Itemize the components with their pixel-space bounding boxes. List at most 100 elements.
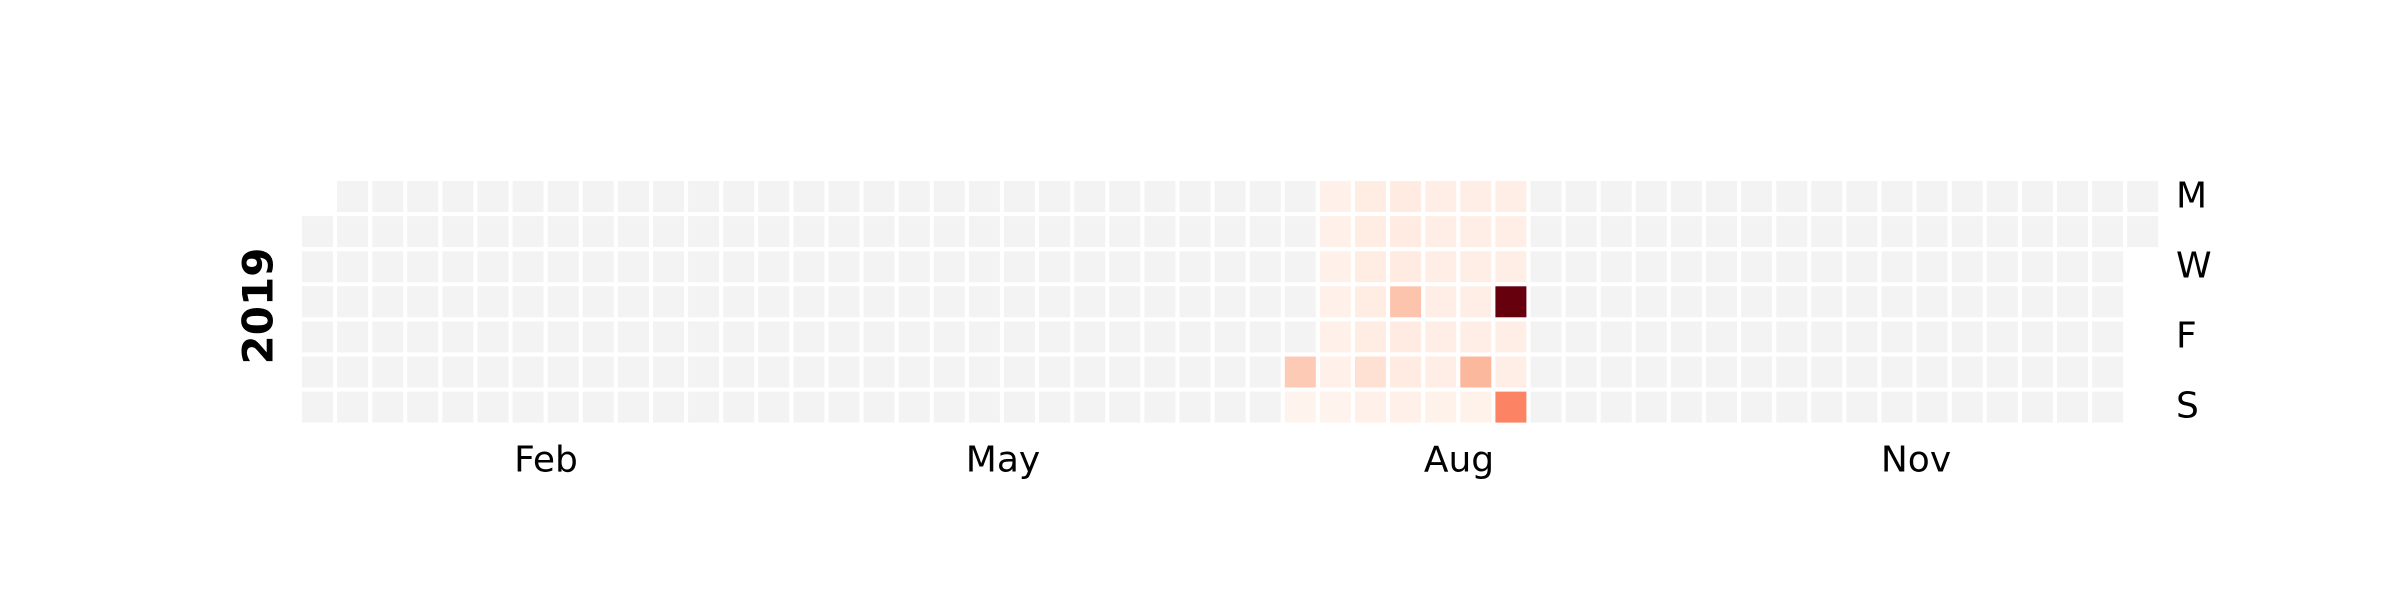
day-cell-2019-01-24 <box>407 286 439 318</box>
day-cell-2019-11-29 <box>1951 321 1983 353</box>
day-cell-2019-05-27 <box>1039 181 1071 212</box>
day-cell-2019-12-04 <box>1986 251 2018 283</box>
day-cell-2019-06-22 <box>1144 356 1176 388</box>
day-cell-2019-08-04 <box>1355 391 1386 423</box>
day-cell-2019-08-26 <box>1495 181 1527 212</box>
day-cell-2019-05-13 <box>968 181 1000 212</box>
day-cell-2019-03-15 <box>653 321 684 353</box>
day-cell-2019-10-07 <box>1706 181 1737 212</box>
day-cell-2019-07-09 <box>1249 216 1281 248</box>
day-cell-2019-09-09 <box>1565 181 1597 212</box>
day-cell-2019-12-11 <box>2021 251 2053 283</box>
day-cell-2019-08-05 <box>1390 181 1422 212</box>
day-cell-2019-10-29 <box>1811 216 1843 248</box>
day-cell-2019-09-21 <box>1600 356 1632 388</box>
day-cell-2019-08-25 <box>1460 391 1492 423</box>
day-cell-2019-01-30 <box>442 251 474 283</box>
day-cell-2019-04-25 <box>863 286 895 318</box>
day-cell-2019-10-30 <box>1811 251 1843 283</box>
day-cell-2019-06-25 <box>1179 216 1211 248</box>
day-cell-2019-05-04 <box>898 356 930 388</box>
day-cell-2019-05-31 <box>1039 321 1071 353</box>
day-cell-2019-08-11 <box>1390 391 1422 423</box>
day-cell-2019-08-02 <box>1355 321 1386 353</box>
day-cell-2019-04-04 <box>758 286 790 318</box>
day-cell-2019-04-09 <box>793 216 825 248</box>
day-cell-2019-11-10 <box>1846 391 1878 423</box>
day-cell-2019-07-06 <box>1214 356 1246 388</box>
day-cell-2019-11-22 <box>1916 321 1948 353</box>
day-cell-2019-07-26 <box>1319 321 1351 353</box>
day-cell-2019-11-30 <box>1951 356 1983 388</box>
day-cell-2019-09-19 <box>1600 286 1632 318</box>
day-cell-2019-01-10 <box>337 286 369 318</box>
day-cell-2019-07-12 <box>1249 321 1281 353</box>
day-cell-2019-10-28 <box>1811 181 1843 212</box>
day-cell-2019-02-08 <box>477 321 509 353</box>
weekday-label-wed: W <box>2176 246 2212 287</box>
day-cell-2019-07-01 <box>1214 181 1246 212</box>
day-cell-2019-10-13 <box>1706 391 1737 423</box>
day-cell-2019-12-19 <box>2057 286 2088 318</box>
day-cell-2019-10-09 <box>1706 251 1737 283</box>
day-cell-2019-07-18 <box>1284 286 1316 318</box>
day-cell-2019-07-19 <box>1284 321 1316 353</box>
day-cell-2019-10-14 <box>1741 181 1773 212</box>
day-cell-2019-10-23 <box>1776 251 1808 283</box>
day-cell-2019-08-28 <box>1495 251 1527 283</box>
day-cell-2019-08-16 <box>1425 321 1457 353</box>
day-cell-2019-07-25 <box>1319 286 1351 318</box>
day-cell-2019-07-24 <box>1319 251 1351 283</box>
day-cell-2019-09-23 <box>1635 181 1667 212</box>
day-cell-2019-04-02 <box>758 216 790 248</box>
day-cell-2019-05-26 <box>1004 391 1035 423</box>
day-cell-2019-03-07 <box>617 286 649 318</box>
day-cell-2019-06-27 <box>1179 286 1211 318</box>
day-cell-2019-04-13 <box>793 356 825 388</box>
day-cell-2019-09-03 <box>1530 216 1562 248</box>
day-cell-2019-02-13 <box>512 251 544 283</box>
day-cell-2019-06-11 <box>1109 216 1141 248</box>
day-cell-2019-01-05 <box>302 356 333 388</box>
day-cell-2019-11-11 <box>1881 181 1913 212</box>
day-cell-2019-11-14 <box>1881 286 1913 318</box>
day-cell-2019-01-01 <box>302 216 333 248</box>
day-cell-2019-03-22 <box>688 321 720 353</box>
day-cell-2019-05-17 <box>968 321 1000 353</box>
day-cell-2019-06-19 <box>1144 251 1176 283</box>
day-cell-2019-01-16 <box>372 251 404 283</box>
day-cell-2019-07-27 <box>1319 356 1351 388</box>
day-cell-2019-09-04 <box>1530 251 1562 283</box>
day-cell-2019-06-06 <box>1074 286 1106 318</box>
day-cell-2019-11-20 <box>1916 251 1948 283</box>
day-cell-2019-12-07 <box>1986 356 2018 388</box>
day-cell-2019-06-05 <box>1074 251 1106 283</box>
day-cell-2019-04-30 <box>898 216 930 248</box>
day-cell-2019-04-07 <box>758 391 790 423</box>
day-cell-2019-05-01 <box>898 251 930 283</box>
day-cell-2019-03-03 <box>582 391 614 423</box>
day-cell-2019-09-29 <box>1635 391 1667 423</box>
day-cell-2019-12-20 <box>2057 321 2088 353</box>
day-cell-2019-03-10 <box>617 391 649 423</box>
day-cell-2019-05-28 <box>1039 216 1071 248</box>
day-cell-2019-04-23 <box>863 216 895 248</box>
day-cell-2019-04-16 <box>828 216 860 248</box>
day-cell-2019-10-19 <box>1741 356 1773 388</box>
day-cell-2019-02-15 <box>512 321 544 353</box>
day-cell-2019-03-24 <box>688 391 720 423</box>
day-cell-2019-05-16 <box>968 286 1000 318</box>
day-cell-2019-02-27 <box>582 251 614 283</box>
day-cell-2019-12-06 <box>1986 321 2018 353</box>
day-cell-2019-11-19 <box>1916 216 1948 248</box>
day-cell-2019-08-19 <box>1460 181 1492 212</box>
day-cell-2019-03-17 <box>653 391 684 423</box>
day-cell-2019-06-03 <box>1074 181 1106 212</box>
day-cell-2019-12-12 <box>2021 286 2053 318</box>
day-cell-2019-08-29 <box>1495 286 1527 318</box>
day-cell-2019-05-15 <box>968 251 1000 283</box>
day-cell-2019-11-04 <box>1846 181 1878 212</box>
day-cell-2019-05-20 <box>1004 181 1035 212</box>
day-cell-2019-05-11 <box>933 356 965 388</box>
